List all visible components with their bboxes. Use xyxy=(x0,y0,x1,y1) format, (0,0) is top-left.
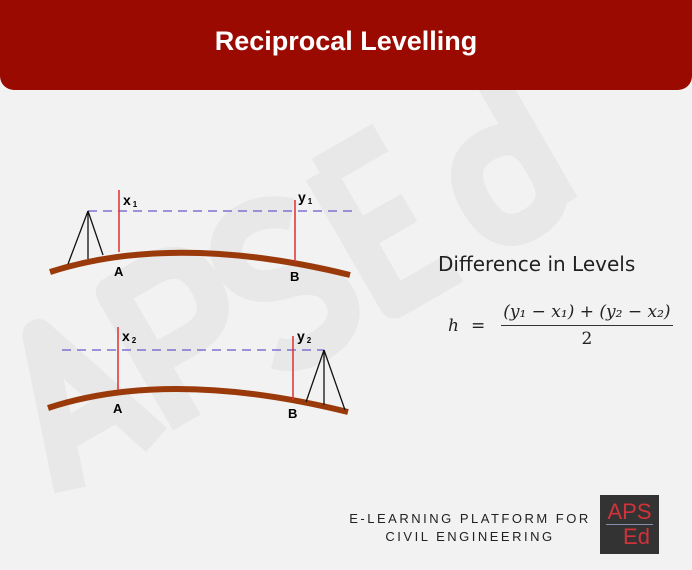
apsed-logo: APS Ed xyxy=(600,495,659,554)
tagline-line2: CIVIL ENGINEERING xyxy=(385,529,555,544)
ground-profile xyxy=(47,386,349,415)
point-a-label: A xyxy=(113,401,123,416)
formula-fraction: (y₁ − x₁) + (y₂ − x₂) 2 xyxy=(501,302,673,349)
tagline-line1: E-LEARNING PLATFORM FOR xyxy=(349,511,591,526)
logo-line2: Ed xyxy=(623,524,650,549)
ground-profile xyxy=(49,249,351,278)
point-a-label: A xyxy=(114,264,124,279)
footer-tagline: E-LEARNING PLATFORM FOR CIVIL ENGINEERIN… xyxy=(340,510,600,546)
formula-equals: = xyxy=(470,315,486,336)
point-b-label: B xyxy=(288,406,297,421)
logo-line1: APS xyxy=(606,499,653,525)
point-b-label: B xyxy=(290,269,299,284)
page-title: Reciprocal Levelling xyxy=(214,26,478,56)
level-instrument-icon xyxy=(305,349,346,411)
formula-numerator: (y₁ − x₁) + (y₂ − x₂) xyxy=(501,302,673,326)
formula-lhs: h xyxy=(448,315,459,336)
formula: h = (y₁ − x₁) + (y₂ − x₂) 2 xyxy=(448,302,673,349)
formula-heading: Difference in Levels xyxy=(438,252,636,276)
formula-denominator: 2 xyxy=(581,329,593,349)
header-banner: Reciprocal Levelling xyxy=(0,0,692,90)
level-instrument-icon xyxy=(67,210,104,265)
